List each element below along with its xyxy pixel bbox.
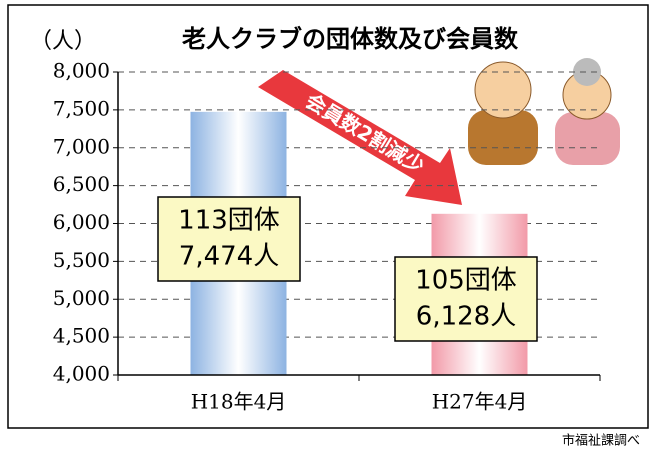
x-tick-label: H18年4月 <box>191 390 287 414</box>
chart-title: 老人クラブの団体数及び会員数 <box>182 25 519 53</box>
page: {"chart_data": {"type": "bar", "title": … <box>0 0 659 450</box>
y-tick-label: 4,500 <box>53 324 110 348</box>
y-tick-label: 6,500 <box>53 172 110 196</box>
x-tick-label: H27年4月 <box>432 390 528 414</box>
y-tick-label: 8,000 <box>53 59 110 83</box>
y-tick-label: 4,000 <box>53 362 110 386</box>
value-label: 6,128人 <box>416 302 516 332</box>
y-tick-label: 5,500 <box>53 248 110 272</box>
source: 市福祉課調べ <box>562 433 640 449</box>
group-count-label: 113団体 <box>178 206 280 236</box>
y-tick-label: 6,000 <box>53 210 110 234</box>
chart: （人） 老人クラブの団体数及び会員数 会員数2割減少 市福祉課調べ 4,0004… <box>0 0 659 450</box>
value-label: 7,474人 <box>179 242 279 272</box>
y-tick-label: 7,000 <box>53 134 110 158</box>
y-tick-label: 7,500 <box>53 96 110 120</box>
group-count-label: 105団体 <box>415 266 517 296</box>
y-tick-label: 5,000 <box>53 286 110 310</box>
y-unit: （人） <box>30 29 96 54</box>
